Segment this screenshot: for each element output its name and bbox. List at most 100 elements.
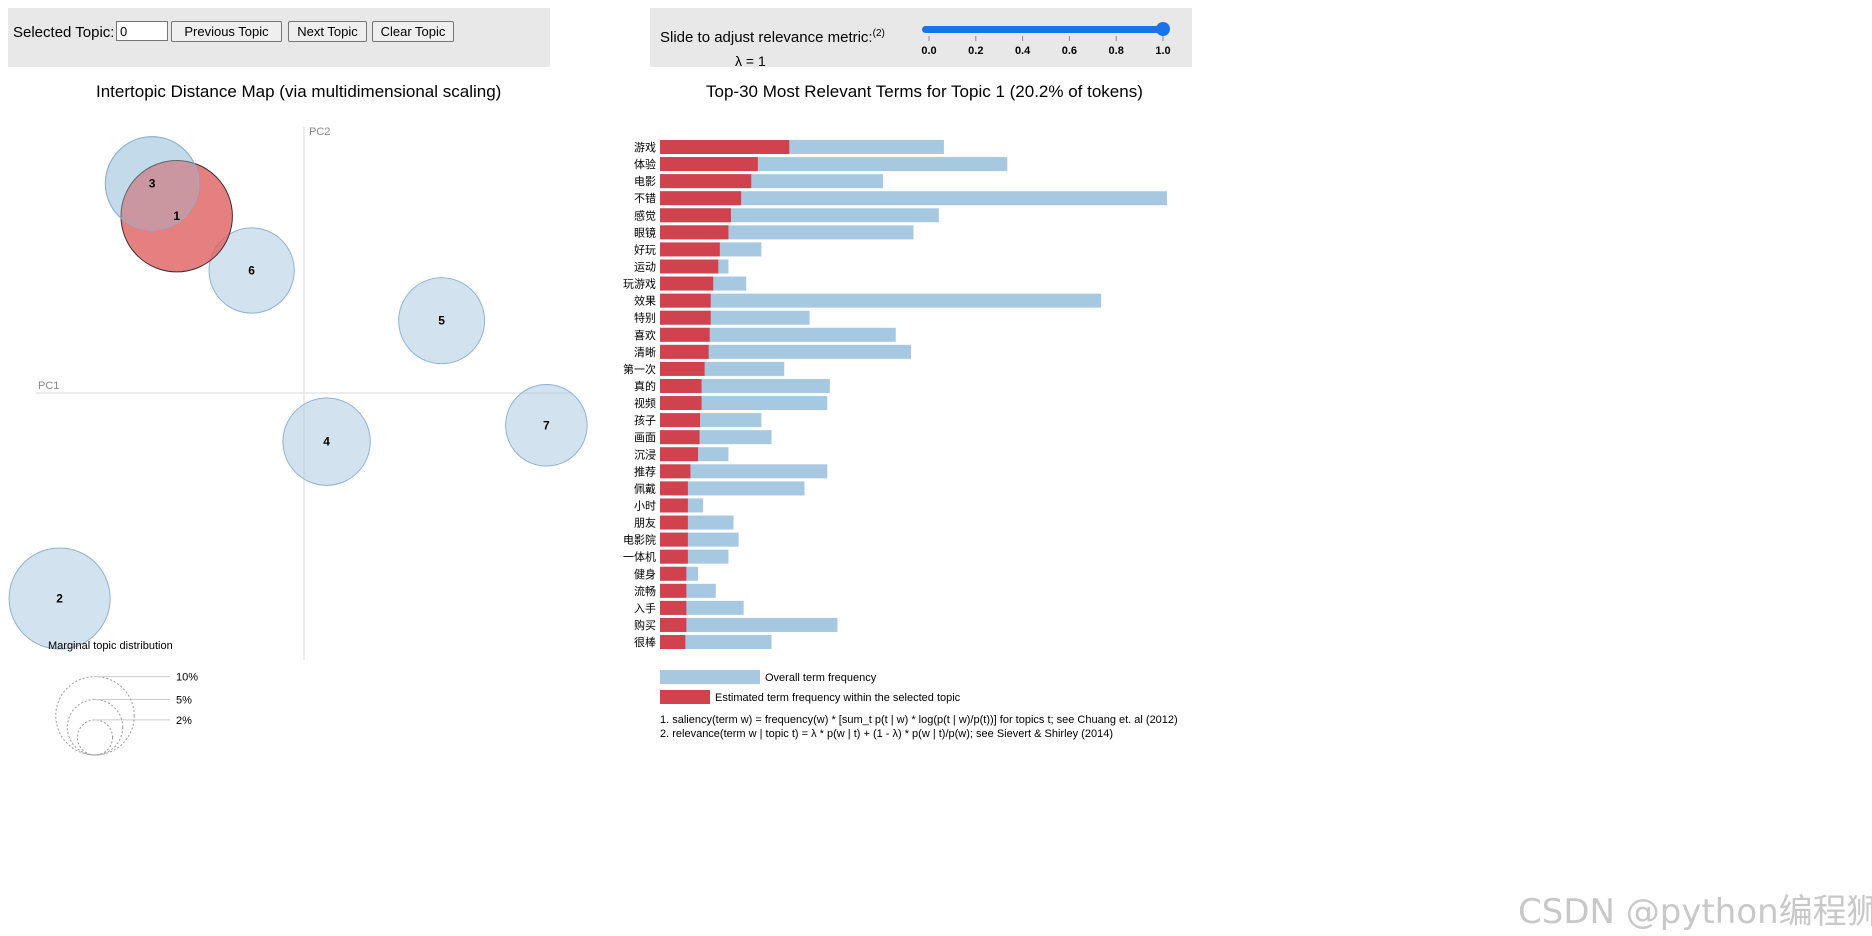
- term-label[interactable]: 很棒: [634, 635, 656, 649]
- overall-bar: [660, 293, 1102, 308]
- footnote-relevance: 2. relevance(term w | topic t) = λ * p(w…: [660, 728, 1113, 740]
- marginal-circle: [76, 719, 114, 756]
- term-label[interactable]: 眼镜: [634, 225, 656, 239]
- topic-bar: [660, 344, 709, 359]
- overall-bar: [660, 464, 828, 479]
- topic-bar: [660, 361, 705, 376]
- term-label[interactable]: 佩戴: [634, 481, 656, 495]
- marginal-circle: [66, 699, 124, 756]
- term-label[interactable]: 特别: [634, 311, 656, 325]
- term-label[interactable]: 入手: [634, 601, 656, 615]
- term-label[interactable]: 电影院: [623, 533, 656, 547]
- topic-bubble-5[interactable]: [398, 277, 486, 365]
- topic-bar: [660, 157, 758, 172]
- term-label[interactable]: 第一次: [623, 362, 656, 376]
- topic-bar: [660, 208, 731, 223]
- slider-tick-label: 0.4: [1015, 45, 1031, 57]
- term-label[interactable]: 电影: [634, 175, 656, 188]
- term-label[interactable]: 一体机: [623, 550, 656, 564]
- marginal-tick-label: 2%: [176, 715, 192, 727]
- lambda-value: λ = 1: [735, 53, 766, 69]
- legend-estimated-label: Estimated term frequency within the sele…: [715, 692, 961, 704]
- topic-bar: [660, 600, 687, 615]
- overall-bar: [660, 378, 830, 393]
- term-label[interactable]: 运动: [634, 260, 656, 273]
- term-label[interactable]: 推荐: [634, 464, 656, 478]
- topic-bar: [660, 481, 688, 496]
- topic-bar: [660, 617, 687, 632]
- overall-bar: [660, 327, 896, 342]
- topic-bar: [660, 464, 691, 479]
- term-label[interactable]: 玩游戏: [623, 278, 656, 291]
- topic-bar: [660, 225, 729, 240]
- topic-bubble-6[interactable]: [208, 227, 295, 314]
- topic-bubble-2[interactable]: [8, 547, 111, 650]
- pc1-axis-label: PC1: [38, 380, 59, 392]
- footnote-saliency: 1. saliency(term w) = frequency(w) * [su…: [660, 714, 1178, 726]
- term-label[interactable]: 不错: [634, 191, 656, 205]
- previous-topic-button[interactable]: Previous Topic: [171, 21, 282, 42]
- slider-tick-label: 0.6: [1062, 45, 1077, 57]
- term-label[interactable]: 真的: [634, 379, 656, 393]
- slider-tick-label: 0.8: [1109, 45, 1124, 57]
- legend-overall-swatch: [660, 670, 760, 684]
- next-topic-button[interactable]: Next Topic: [288, 21, 367, 42]
- term-label[interactable]: 孩子: [634, 414, 656, 427]
- topic-bar: [660, 430, 700, 445]
- topic-label-2: 2: [56, 592, 63, 606]
- csdn-watermark: CSDN @python编程狮: [1518, 892, 1872, 932]
- relevance-slider-track[interactable]: [922, 26, 1162, 33]
- bar-chart-title: Top-30 Most Relevant Terms for Topic 1 (…: [706, 82, 1143, 101]
- topic-bar: [660, 242, 720, 257]
- term-label[interactable]: 好玩: [634, 242, 656, 256]
- slider-tick-label: 1.0: [1155, 45, 1170, 57]
- slider-tick-axis: 0.0 0.2 0.4 0.6 0.8 1.0: [921, 36, 1171, 57]
- relevance-slider-label: Slide to adjust relevance metric:(2): [660, 28, 885, 46]
- topic-bar: [660, 413, 701, 428]
- topic-bar: [660, 566, 687, 581]
- term-label[interactable]: 游戏: [634, 141, 656, 154]
- marginal-tick-label: 10%: [176, 672, 198, 684]
- topic-label-7: 7: [543, 418, 550, 432]
- term-label[interactable]: 感觉: [634, 209, 656, 222]
- intertopic-distance-map: PC1 PC2 1 2 3 4 5 6 7 Marginal topic distribut…: [8, 126, 588, 756]
- overall-bar: [660, 481, 805, 496]
- topic-control-panel: Selected Topic: Previous Topic Next Topi…: [8, 8, 550, 67]
- topic-label-6: 6: [248, 264, 255, 278]
- term-label[interactable]: 喜欢: [634, 328, 656, 342]
- term-bars: 游戏体验电影不错感觉眼镜好玩运动玩游戏效果特别喜欢清晰第一次真的视频孩子画面沉浸…: [623, 140, 1167, 650]
- topic-bar: [660, 396, 702, 411]
- term-label[interactable]: 视频: [634, 396, 656, 410]
- term-bar-chart: 游戏体验电影不错感觉眼镜好玩运动玩游戏效果特别喜欢清晰第一次真的视频孩子画面沉浸…: [623, 140, 1178, 740]
- term-label[interactable]: 流畅: [634, 584, 656, 598]
- clear-topic-button[interactable]: Clear Topic: [372, 21, 454, 42]
- term-label[interactable]: 健身: [634, 567, 656, 581]
- marginal-distribution-label: Marginal topic distribution: [48, 640, 173, 652]
- legend-overall-label: Overall term frequency: [765, 672, 877, 684]
- footnote-ref-2: (2): [872, 28, 885, 39]
- overall-bar: [660, 344, 911, 359]
- term-label[interactable]: 效果: [634, 294, 656, 308]
- topic-bubbles: 1 2 3 4 5 6 7: [8, 136, 588, 650]
- topic-bubble-1[interactable]: [120, 159, 233, 273]
- term-label[interactable]: 画面: [634, 431, 656, 444]
- topic-bubble-4[interactable]: [282, 397, 371, 486]
- term-label[interactable]: 清晰: [634, 346, 656, 359]
- selected-topic-input[interactable]: [116, 21, 168, 41]
- pc2-axis-label: PC2: [309, 126, 330, 138]
- term-label[interactable]: 购买: [634, 618, 656, 632]
- term-label[interactable]: 小时: [634, 499, 656, 512]
- overall-bar: [660, 191, 1167, 206]
- topic-bubble-7[interactable]: [505, 384, 588, 467]
- term-label[interactable]: 朋友: [634, 516, 656, 530]
- topic-bar: [660, 276, 714, 291]
- map-title: Intertopic Distance Map (via multidimens…: [96, 82, 502, 101]
- topic-bar: [660, 447, 699, 462]
- term-label[interactable]: 体验: [634, 157, 656, 171]
- term-label[interactable]: 沉浸: [634, 448, 656, 461]
- topic-bar: [660, 378, 702, 393]
- topic-bar: [660, 498, 688, 513]
- legend-estimated-swatch: [660, 690, 710, 704]
- relevance-slider-handle[interactable]: [1156, 22, 1170, 36]
- topic-bar: [660, 140, 790, 154]
